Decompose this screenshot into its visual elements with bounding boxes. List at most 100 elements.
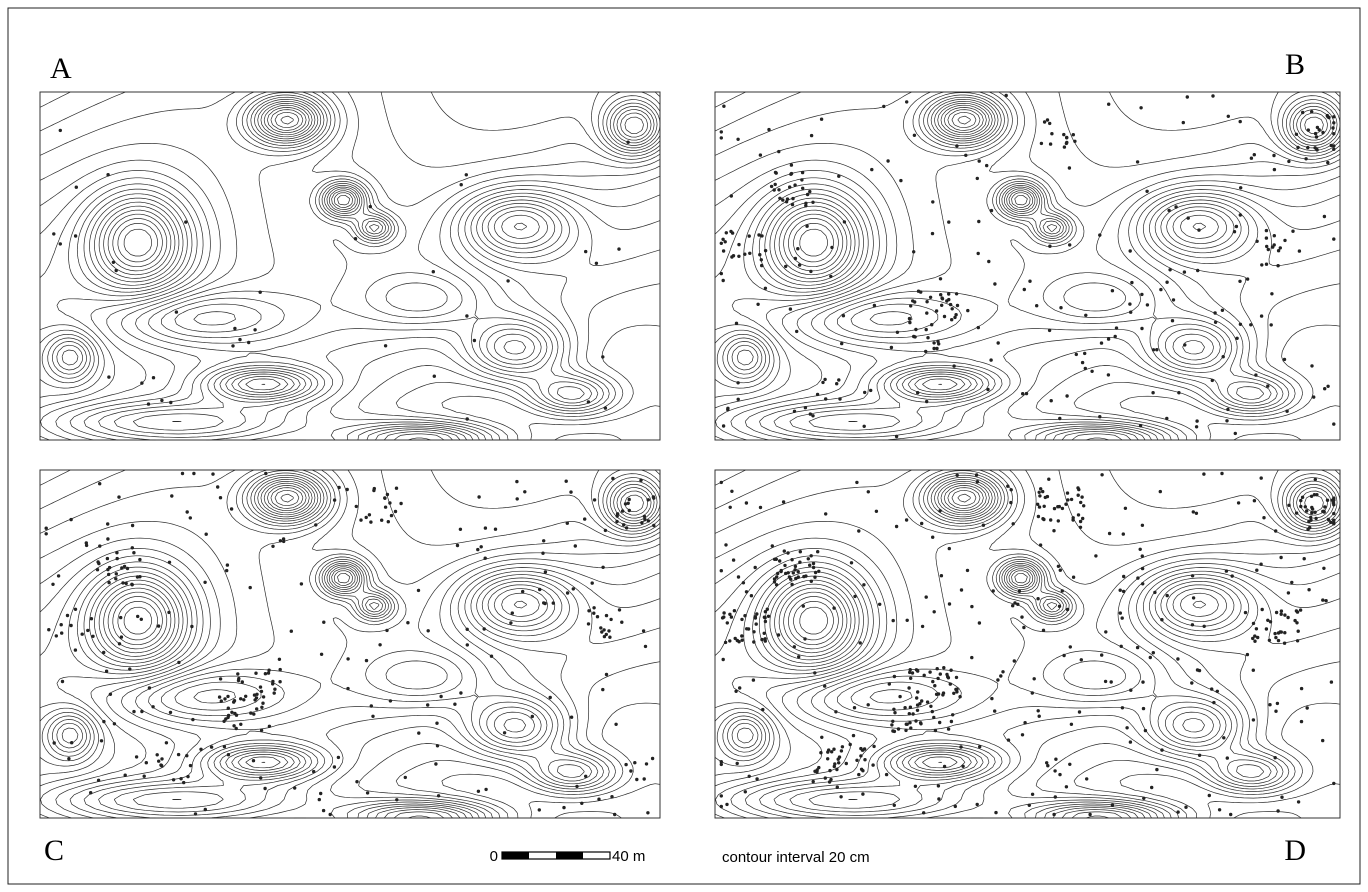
find-point [459,691,462,694]
find-point [1084,367,1087,370]
find-point [1082,504,1085,507]
find-point [1253,640,1256,643]
find-point [592,612,595,615]
find-point [767,128,770,131]
find-point [621,509,624,512]
find-point [859,641,862,644]
find-point [959,745,962,748]
find-point [775,171,778,174]
find-point [905,100,908,103]
find-point [1066,491,1069,494]
find-point [852,734,855,737]
find-point [861,792,864,795]
find-point [1159,288,1162,291]
find-point [1253,634,1256,637]
find-point [978,159,981,162]
find-point [603,635,606,638]
find-point [1068,763,1071,766]
find-point [857,773,860,776]
find-point [503,731,506,734]
find-point [1214,321,1217,324]
find-point [1295,511,1298,514]
find-point [1107,103,1110,106]
find-point [614,723,617,726]
find-point [1187,216,1190,219]
find-point [1039,487,1042,490]
find-point [801,171,804,174]
find-point [191,718,194,721]
find-point [91,635,94,638]
find-point [1306,706,1309,709]
find-point [816,550,819,553]
find-point [804,204,807,207]
find-point [1233,230,1236,233]
find-point [830,246,833,249]
find-point [437,794,440,797]
find-point [837,175,840,178]
find-point [1048,122,1051,125]
find-point [1304,505,1307,508]
find-point [369,205,372,208]
find-point [130,583,133,586]
find-point [1273,632,1276,635]
find-point [639,479,642,482]
find-point [738,686,741,689]
find-point [300,582,303,585]
find-point [107,581,110,584]
find-point [233,699,236,702]
find-point [1151,391,1154,394]
find-point [1079,501,1082,504]
find-point [784,572,787,575]
find-point [67,757,70,760]
find-point [1191,574,1194,577]
find-point [290,630,293,633]
find-point [106,173,109,176]
find-point [780,569,783,572]
find-point [1239,213,1242,216]
find-point [1064,503,1067,506]
find-point [935,693,938,696]
find-point [97,779,100,782]
find-point [227,753,230,756]
find-point [921,625,924,628]
find-point [259,291,262,294]
find-point [380,519,383,522]
find-point [1312,395,1315,398]
find-point [434,762,437,765]
find-point [417,731,420,734]
find-point [616,512,619,515]
find-point [107,573,110,576]
find-point [651,757,654,760]
find-point [113,722,116,725]
find-point [373,487,376,490]
find-point [369,520,372,523]
find-point [1313,511,1316,514]
find-point [1040,142,1043,145]
find-point [925,595,928,598]
find-point [764,287,767,290]
find-point [235,714,238,717]
find-point [152,376,155,379]
find-point [1065,394,1068,397]
find-point [790,163,793,166]
find-point [857,529,860,532]
find-point [531,715,534,718]
find-point [1314,132,1317,135]
find-point [720,760,723,763]
find-point [1276,809,1279,812]
find-point [160,399,163,402]
find-point [823,378,826,381]
find-point [1059,306,1062,309]
find-point [863,747,866,750]
find-point [646,811,649,814]
find-point [1239,186,1242,189]
find-point [1049,142,1052,145]
map-panel [715,470,1340,818]
find-point [1079,520,1082,523]
find-point [85,544,88,547]
find-point [908,671,911,674]
find-point [1195,512,1198,515]
find-point [516,497,519,500]
find-point [226,716,229,719]
find-point [346,488,349,491]
